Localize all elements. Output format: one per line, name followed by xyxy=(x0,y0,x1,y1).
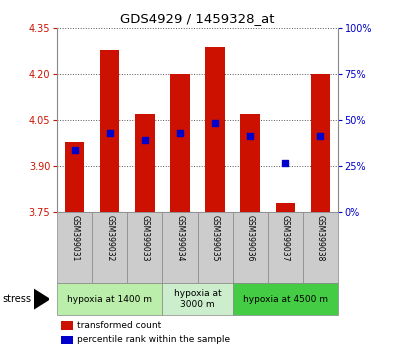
Bar xyxy=(275,203,295,212)
FancyBboxPatch shape xyxy=(57,212,92,283)
Text: transformed count: transformed count xyxy=(77,321,161,330)
FancyBboxPatch shape xyxy=(162,283,233,315)
Bar xyxy=(100,50,120,212)
Point xyxy=(247,133,253,138)
Text: GSM399037: GSM399037 xyxy=(280,215,290,261)
Polygon shape xyxy=(34,289,49,309)
Point xyxy=(107,130,113,136)
Text: percentile rank within the sample: percentile rank within the sample xyxy=(77,335,230,344)
Text: hypoxia at
3000 m: hypoxia at 3000 m xyxy=(174,290,221,309)
Text: GSM399035: GSM399035 xyxy=(211,215,220,261)
FancyBboxPatch shape xyxy=(233,283,338,315)
Bar xyxy=(135,114,154,212)
Bar xyxy=(61,336,73,344)
Point xyxy=(212,121,218,126)
Point xyxy=(142,137,148,143)
Text: GSM399036: GSM399036 xyxy=(246,215,255,261)
FancyBboxPatch shape xyxy=(57,283,162,315)
FancyBboxPatch shape xyxy=(198,212,233,283)
Text: GSM399031: GSM399031 xyxy=(70,215,79,261)
Point xyxy=(317,133,324,138)
Text: hypoxia at 1400 m: hypoxia at 1400 m xyxy=(68,295,152,304)
Text: GDS4929 / 1459328_at: GDS4929 / 1459328_at xyxy=(120,12,275,25)
Text: GSM399034: GSM399034 xyxy=(175,215,184,261)
Bar xyxy=(310,74,330,212)
Point xyxy=(282,160,288,166)
Bar xyxy=(241,114,260,212)
Text: stress: stress xyxy=(2,294,31,304)
Bar xyxy=(170,74,190,212)
Text: hypoxia at 4500 m: hypoxia at 4500 m xyxy=(243,295,327,304)
FancyBboxPatch shape xyxy=(267,212,303,283)
Point xyxy=(177,130,183,136)
FancyBboxPatch shape xyxy=(127,212,162,283)
Bar xyxy=(61,321,73,330)
FancyBboxPatch shape xyxy=(92,212,127,283)
Text: GSM399033: GSM399033 xyxy=(140,215,149,261)
FancyBboxPatch shape xyxy=(233,212,267,283)
Point xyxy=(71,147,78,152)
Bar xyxy=(65,142,85,212)
FancyBboxPatch shape xyxy=(162,212,198,283)
FancyBboxPatch shape xyxy=(303,212,338,283)
Bar xyxy=(205,47,225,212)
Text: GSM399038: GSM399038 xyxy=(316,215,325,261)
Text: GSM399032: GSM399032 xyxy=(105,215,115,261)
